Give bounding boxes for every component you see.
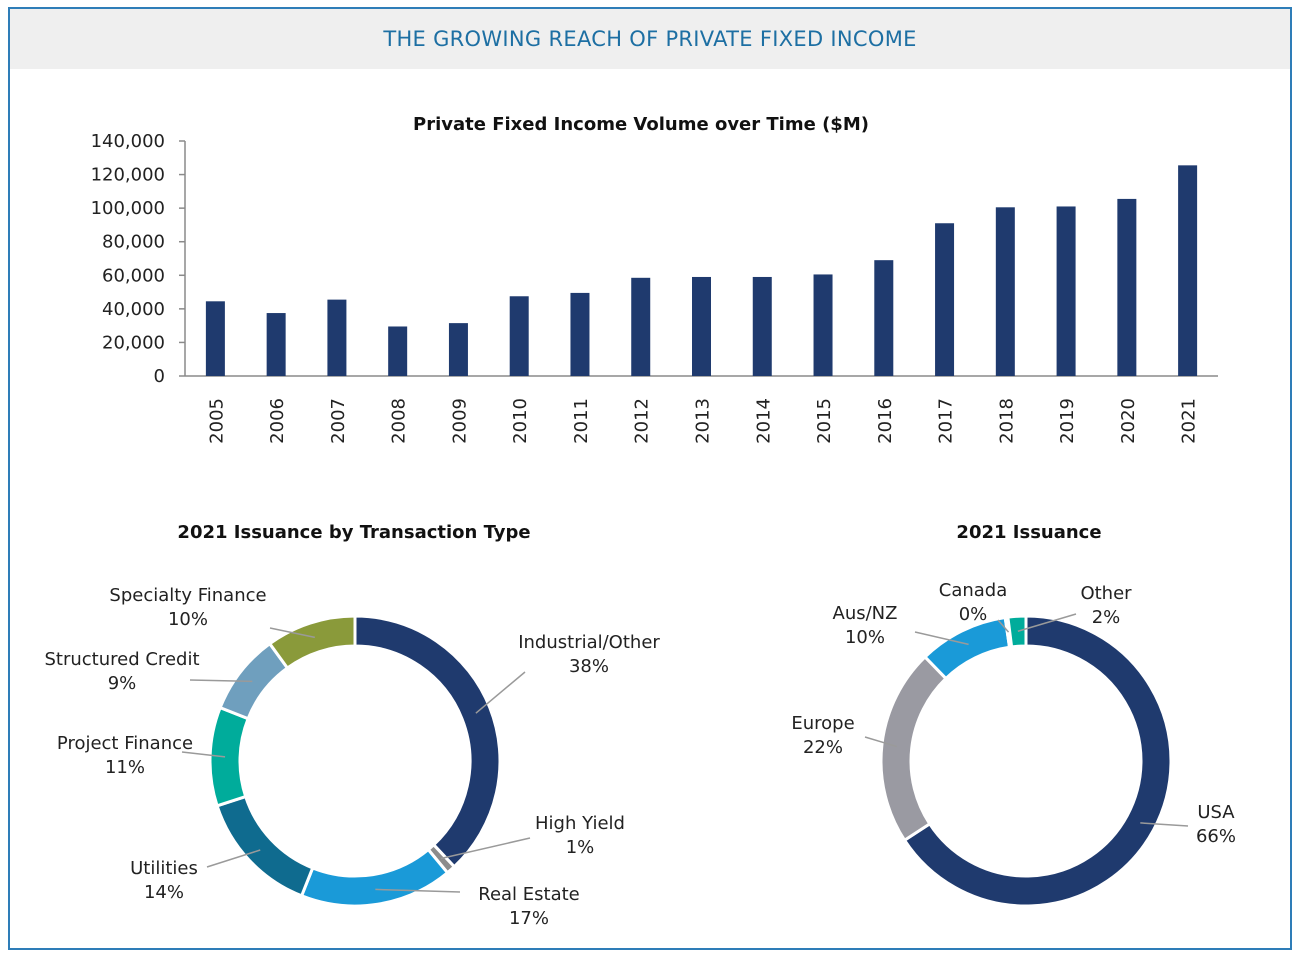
y-tick-label: 100,000 — [91, 198, 165, 219]
slice-label: Other — [1080, 583, 1132, 604]
bar — [448, 323, 468, 376]
x-tick-label: 2019 — [1057, 398, 1078, 444]
slice-label: Utilities — [130, 858, 198, 879]
leader-line — [1017, 613, 1077, 632]
x-tick-label: 2007 — [328, 398, 349, 444]
slice-label: Specialty Finance — [109, 585, 266, 606]
leader-line — [914, 631, 969, 646]
leader-line — [206, 849, 261, 868]
donut-slice — [267, 614, 357, 671]
slice-label: Europe — [791, 713, 854, 734]
x-tick-label: 2009 — [449, 398, 470, 444]
slice-percent: 11% — [105, 757, 145, 778]
slice-label: High Yield — [535, 813, 625, 834]
x-tick-label: 2014 — [753, 398, 774, 444]
slice-label: Project Finance — [57, 733, 193, 754]
x-tick-label: 2010 — [510, 398, 531, 444]
donut-slice — [208, 705, 251, 808]
x-tick-label: 2011 — [571, 398, 592, 444]
slice-label: Aus/NZ — [833, 603, 898, 624]
transaction-type-title: 2021 Issuance by Transaction Type — [177, 522, 530, 543]
leader-line — [997, 619, 1010, 633]
issuance-region-title: 2021 Issuance — [956, 522, 1101, 543]
donut-slice — [922, 615, 1012, 681]
donut-slice — [299, 847, 450, 908]
donut-slice — [879, 654, 949, 843]
x-tick-label: 2012 — [632, 398, 653, 444]
banner: THE GROWING REACH OF PRIVATE FIXED INCOM… — [10, 9, 1290, 69]
bar — [388, 326, 408, 376]
x-tick-label: 2008 — [389, 398, 410, 444]
bar — [752, 276, 772, 376]
slice-label: Canada — [939, 580, 1008, 601]
slice-label: USA — [1197, 802, 1235, 823]
bar — [935, 223, 955, 376]
bar — [509, 296, 529, 376]
bar — [327, 299, 347, 376]
donut-slice — [1006, 614, 1028, 649]
transaction-type-donut: 2021 Issuance by Transaction Type Indust… — [44, 522, 660, 929]
y-tick-label: 20,000 — [102, 332, 165, 353]
bar — [692, 276, 711, 376]
bar — [205, 301, 225, 376]
x-tick-label: 2005 — [206, 398, 227, 444]
bar — [266, 313, 286, 376]
leader-line — [375, 888, 461, 893]
donut-slice — [353, 614, 502, 869]
slice-percent: 66% — [1196, 826, 1236, 847]
bar — [874, 260, 894, 376]
x-tick-label: 2015 — [814, 398, 835, 444]
issuance-region-donut: 2021 Issuance USA 66% Europe 22% Aus/NZ 10% Ca… — [791, 522, 1236, 908]
bar — [1178, 165, 1198, 376]
donut-slice — [902, 614, 1173, 908]
slice-percent: 10% — [845, 627, 885, 648]
bar-chart: Private Fixed Income Volume over Time ($… — [91, 114, 1218, 444]
slice-percent: 38% — [569, 656, 609, 677]
bar — [631, 277, 651, 376]
banner-title: THE GROWING REACH OF PRIVATE FIXED INCOM… — [383, 27, 917, 51]
leader-line — [181, 751, 226, 758]
bar — [1056, 206, 1076, 376]
x-tick-label: 2021 — [1179, 398, 1200, 444]
y-tick-label: 0 — [154, 366, 165, 387]
y-tick-label: 140,000 — [91, 131, 165, 152]
bar — [1117, 198, 1137, 376]
y-tick-label: 60,000 — [102, 265, 165, 286]
slice-percent: 17% — [509, 908, 549, 929]
slice-label: Industrial/Other — [518, 632, 660, 653]
leader-line — [475, 671, 526, 714]
x-tick-label: 2020 — [1118, 398, 1139, 444]
leader-line — [440, 837, 531, 860]
leader-line — [864, 736, 898, 748]
bar — [995, 207, 1015, 376]
leader-line — [269, 627, 315, 639]
slice-percent: 2% — [1092, 607, 1121, 628]
x-tick-label: 2013 — [693, 398, 714, 444]
x-tick-label: 2017 — [936, 398, 957, 444]
x-tick-label: 2018 — [996, 398, 1017, 444]
y-tick-label: 120,000 — [91, 165, 165, 186]
y-tick-label: 40,000 — [102, 299, 165, 320]
slice-percent: 22% — [803, 737, 843, 758]
bar — [570, 292, 590, 376]
x-tick-label: 2006 — [267, 398, 288, 444]
slice-label: Structured Credit — [44, 649, 199, 670]
leader-line — [189, 679, 253, 683]
slice-percent: 10% — [168, 609, 208, 630]
slice-percent: 1% — [566, 837, 595, 858]
slice-percent: 9% — [108, 673, 137, 694]
slice-percent: 0% — [959, 604, 988, 625]
donut-slice — [215, 794, 315, 898]
x-tick-label: 2016 — [875, 398, 896, 444]
bar-chart-title: Private Fixed Income Volume over Time ($… — [413, 114, 869, 135]
slice-percent: 14% — [144, 882, 184, 903]
leader-line — [1140, 822, 1189, 827]
bar — [813, 274, 833, 376]
slice-label: Real Estate — [478, 884, 580, 905]
y-tick-label: 80,000 — [102, 232, 165, 253]
